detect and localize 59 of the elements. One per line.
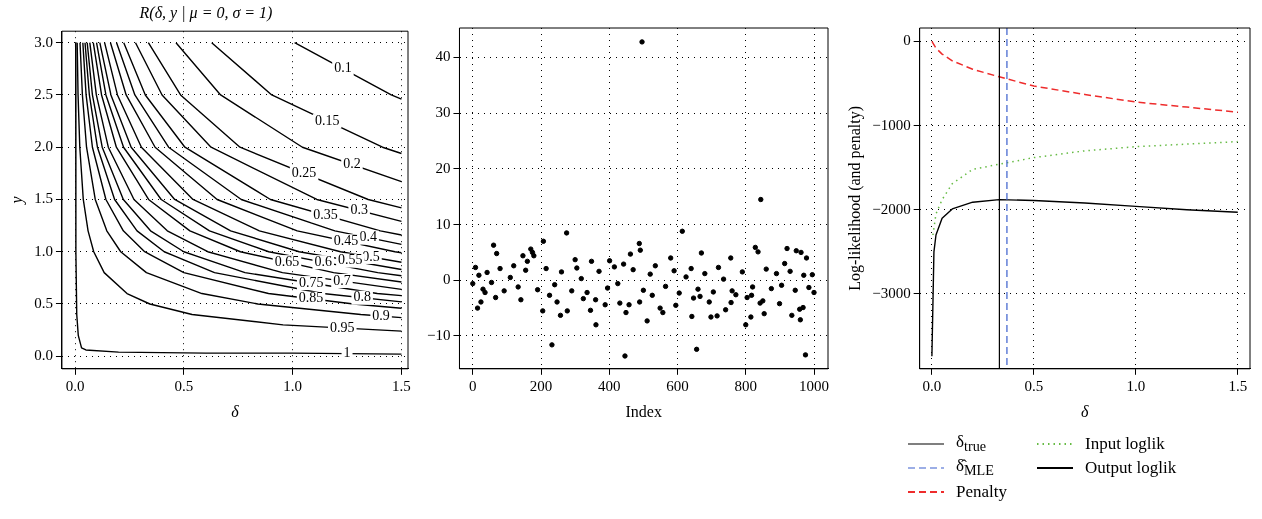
legend-label: δ$_{true}$ xyxy=(956,432,987,456)
y-tick-label: 0.0 xyxy=(34,347,53,364)
y-tick-label: 0 xyxy=(442,271,451,288)
series-label: 0.8 xyxy=(353,289,371,305)
x-tick-label: 1.0 xyxy=(283,377,303,394)
series-label: 0.85 xyxy=(298,290,324,306)
x-tick-label: 1.5 xyxy=(1228,377,1248,394)
series-label: 0.1 xyxy=(334,60,352,76)
x-tick-label: 0 xyxy=(469,377,477,394)
series-label: 0.45 xyxy=(333,232,359,248)
x-axis-title: δ xyxy=(231,402,240,420)
x-axis-title: δ xyxy=(1081,402,1090,420)
x-tick-label: 0.5 xyxy=(174,377,194,394)
x-tick-label: 1000 xyxy=(799,377,830,394)
series-label: 0.7 xyxy=(333,272,351,288)
x-tick-label: 1.0 xyxy=(1126,377,1146,394)
y-axis-title: Log-likelihood (and penalty) xyxy=(845,105,864,291)
series-label: 0.9 xyxy=(372,307,390,323)
y-tick-label: 0 xyxy=(903,32,911,49)
x-tick-label: 800 xyxy=(734,377,758,394)
series-label: 0.4 xyxy=(359,229,377,245)
series-label: 0.95 xyxy=(330,319,355,335)
legend-label: Output loglik xyxy=(1085,458,1177,478)
y-tick-label: 2.5 xyxy=(34,85,53,102)
y-tick-label: −2000 xyxy=(872,200,911,217)
series-label: 0.3 xyxy=(350,202,368,218)
y-tick-label: 30 xyxy=(435,104,451,121)
y-tick-label: 20 xyxy=(435,159,451,176)
legend-label: δ̂$_{MLE}$ xyxy=(956,456,994,480)
x-tick-label: 0.5 xyxy=(1024,377,1044,394)
y-axis-title: y xyxy=(7,195,26,206)
x-tick-label: 1.5 xyxy=(392,377,411,394)
legend-label: Input loglik xyxy=(1085,434,1165,454)
y-tick-label: 3.0 xyxy=(34,33,53,50)
y-tick-label: −3000 xyxy=(872,284,911,301)
series-label: 0.25 xyxy=(291,165,317,181)
y-tick-label: 2.0 xyxy=(34,138,53,155)
y-tick-label: −10 xyxy=(426,326,451,343)
series-label: 0.6 xyxy=(314,253,332,269)
x-tick-label: 400 xyxy=(598,377,621,394)
y-tick-label: 1.5 xyxy=(34,190,53,207)
y-tick-label: 10 xyxy=(435,215,451,232)
series-label: 0.35 xyxy=(313,206,338,222)
x-tick-label: 200 xyxy=(529,377,553,394)
x-tick-label: 600 xyxy=(666,377,689,394)
series-label: 0.2 xyxy=(343,156,361,172)
series-label: 1 xyxy=(343,345,351,361)
y-tick-label: 40 xyxy=(435,48,451,65)
y-tick-label: 0.5 xyxy=(34,294,53,311)
x-tick-label: 0.0 xyxy=(922,377,942,394)
y-tick-label: 1.0 xyxy=(34,242,53,259)
series-label: 0.15 xyxy=(314,112,340,128)
series-label: 0.65 xyxy=(274,253,300,269)
chart-title: R(δ, y | μ = 0, σ = 1) xyxy=(138,3,273,22)
y-tick-label: −1000 xyxy=(872,116,911,133)
series-label: 0.75 xyxy=(298,274,324,290)
legend-label: Penalty xyxy=(956,482,1007,502)
x-axis-title: Index xyxy=(625,402,662,420)
x-tick-label: 0.0 xyxy=(65,377,85,394)
